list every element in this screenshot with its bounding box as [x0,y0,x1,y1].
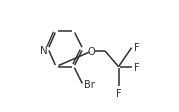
Text: F: F [134,62,140,72]
Text: F: F [116,88,121,98]
Text: O: O [88,47,96,57]
Text: Br: Br [84,79,95,89]
Text: N: N [40,45,47,55]
Text: F: F [134,42,140,52]
